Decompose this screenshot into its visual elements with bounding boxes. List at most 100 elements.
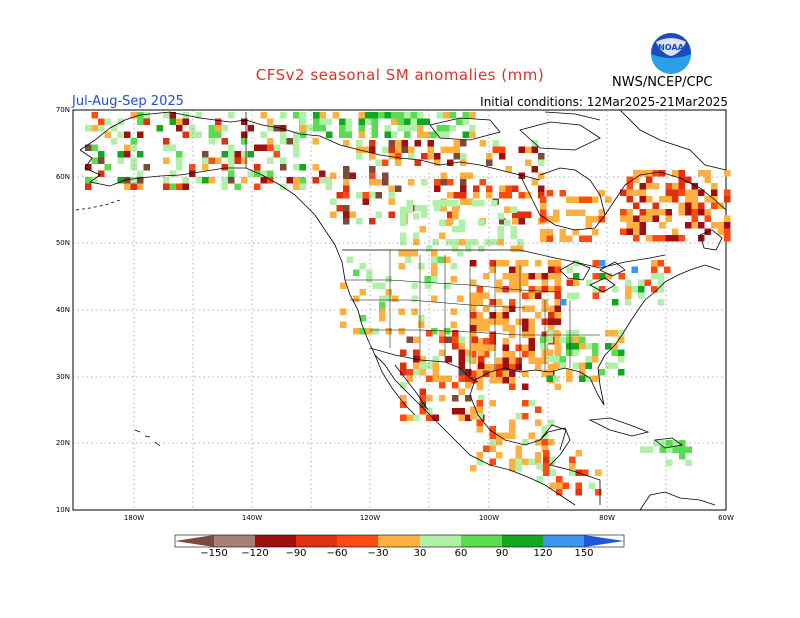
anomaly-cell (646, 446, 653, 453)
anomaly-cell (497, 239, 504, 246)
anomaly-cell (280, 164, 287, 171)
anomaly-cell (543, 450, 550, 457)
anomaly-cell (241, 151, 248, 158)
anomaly-cell (678, 176, 685, 183)
anomaly-cell (559, 362, 566, 369)
anomaly-cell (440, 172, 447, 179)
anomaly-cell (666, 440, 673, 447)
anomaly-cell (400, 232, 407, 239)
anomaly-cell (553, 209, 560, 216)
anomaly-cell (476, 344, 483, 351)
anomaly-cell (496, 318, 503, 325)
anomaly-cell (535, 458, 542, 465)
anomaly-cell (444, 256, 451, 263)
anomaly-cell (651, 266, 658, 273)
anomaly-cell (476, 318, 483, 325)
anomaly-cell (489, 432, 496, 439)
lat-label: 30N (56, 373, 70, 381)
anomaly-cell (528, 400, 535, 407)
anomaly-cell (592, 349, 599, 356)
anomaly-cell (339, 131, 346, 138)
anomaly-cell (528, 318, 535, 325)
anomaly-cell (489, 370, 496, 377)
anomaly-cell (502, 305, 509, 312)
anomaly-cell (541, 439, 548, 446)
anomaly-cell (585, 356, 592, 363)
anomaly-cell (362, 146, 369, 153)
anomaly-cell (228, 144, 235, 151)
anomaly-cell (430, 131, 437, 138)
anomaly-cell (559, 229, 566, 236)
anomaly-cell (414, 159, 421, 166)
anomaly-cell (672, 183, 679, 190)
anomaly-cell (618, 336, 625, 343)
anomaly-cell (369, 172, 376, 179)
anomaly-cell (85, 144, 92, 151)
state-borders (345, 250, 600, 378)
anomaly-cell (392, 295, 399, 302)
anomaly-cell (439, 336, 446, 343)
anomaly-cell (510, 245, 517, 252)
anomaly-cell (130, 164, 137, 171)
anomaly-cell (356, 153, 363, 160)
anomaly-cell (535, 357, 542, 364)
anomaly-cell (471, 343, 478, 350)
colorbar-swatch (543, 535, 584, 547)
anomaly-cell (666, 446, 673, 453)
anomaly-cell (698, 209, 705, 216)
anomaly-cell (385, 289, 392, 296)
anomaly-cell (625, 292, 632, 299)
anomaly-cell (452, 382, 459, 389)
anomaly-cell (124, 131, 131, 138)
anomaly-cell (458, 219, 465, 226)
anomaly-cell (470, 292, 477, 299)
anomaly-cell (691, 209, 698, 216)
anomaly-cell (711, 183, 718, 190)
anomaly-cell (369, 166, 376, 173)
anomaly-cell (491, 200, 498, 207)
anomaly-cell (502, 357, 509, 364)
anomaly-cell (91, 125, 98, 132)
anomaly-cell (518, 146, 525, 153)
anomaly-cell (372, 328, 379, 335)
anomaly-cell (528, 351, 535, 358)
anomaly-cell (548, 439, 555, 446)
anomaly-cell (137, 170, 144, 177)
anomaly-cell (124, 177, 131, 184)
anomaly-cell (436, 131, 443, 138)
anomaly-cell (195, 112, 202, 119)
anomaly-cell (163, 112, 170, 119)
anomaly-cell (478, 362, 485, 369)
anomaly-cell (452, 408, 459, 415)
anomaly-cell (465, 414, 472, 421)
anomaly-cell (470, 305, 477, 312)
anomaly-cell (489, 344, 496, 351)
anomaly-cell (685, 196, 692, 203)
anomaly-cell (546, 356, 553, 363)
anomaly-cell (176, 151, 183, 158)
anomaly-cell (559, 336, 566, 343)
anomaly-cell (458, 336, 465, 343)
anomaly-cell (358, 118, 365, 125)
anomaly-cell (489, 338, 496, 345)
anomaly-cell (691, 189, 698, 196)
anomaly-cell (525, 146, 532, 153)
anomaly-cell (300, 112, 307, 119)
anomaly-cell (215, 157, 222, 164)
anomaly-cell (202, 164, 209, 171)
anomaly-cell (541, 286, 548, 293)
anomaly-cell (489, 426, 496, 433)
anomaly-cell (336, 205, 343, 212)
anomaly-cell (522, 279, 529, 286)
anomaly-cell (241, 138, 248, 145)
anomaly-cell (117, 151, 124, 158)
anomaly-cell (470, 357, 477, 364)
anomaly-cell (509, 364, 516, 371)
anomaly-cell (724, 215, 731, 222)
anomaly-cell (369, 218, 376, 225)
anomaly-cell (419, 408, 426, 415)
anomaly-cell (163, 144, 170, 151)
anomaly-cell (665, 196, 672, 203)
colorbar-swatch (214, 535, 255, 547)
anomaly-cell (400, 362, 407, 369)
